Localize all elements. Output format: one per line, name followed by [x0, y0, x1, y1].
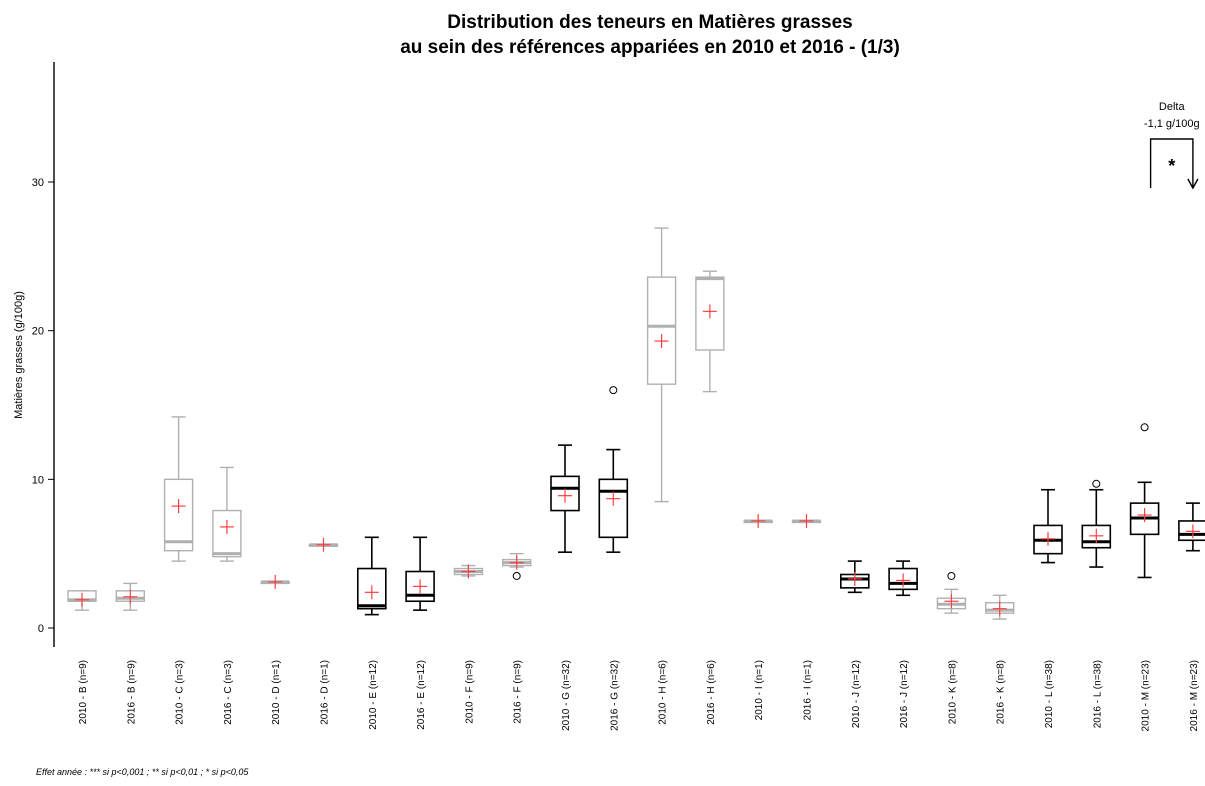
box-1 — [115, 582, 146, 611]
x-tick-label: 2016 - M (n=23) — [1189, 660, 1200, 731]
y-axis-ticks: 0 10 20 30 — [32, 177, 54, 635]
y-axis-label: Matières grasses (g/100g) — [13, 291, 25, 419]
box-13 — [695, 270, 725, 393]
box-3 — [212, 466, 242, 562]
box-iqr — [163, 478, 194, 552]
box-18 — [936, 571, 967, 614]
box-group — [67, 227, 1205, 620]
outlier-point — [947, 571, 956, 580]
outlier-point — [609, 386, 618, 395]
x-tick-label: 2010 - B (n=9) — [78, 660, 89, 724]
x-tick-label: 2010 - I (n=1) — [754, 660, 765, 720]
box-iqr — [356, 567, 387, 610]
box-6 — [356, 536, 387, 616]
x-tick-label: 2010 - C (n=3) — [175, 660, 186, 725]
x-tick-label: 2016 - H (n=6) — [706, 660, 717, 725]
delta-bracket — [1149, 138, 1194, 188]
box-9 — [502, 552, 532, 580]
x-tick-label: 2016 - E (n=12) — [416, 660, 427, 730]
x-tick-label: 2010 - M (n=23) — [1141, 660, 1152, 731]
box-21 — [1081, 479, 1112, 568]
box-7 — [405, 536, 435, 611]
x-tick-label: 2010 - G (n=32) — [561, 660, 572, 731]
arrow-down-icon — [1187, 178, 1199, 190]
x-tick-label: 2016 - K (n=8) — [996, 660, 1007, 724]
box-23 — [1178, 502, 1205, 552]
x-tick-label: 2016 - B (n=9) — [126, 660, 137, 724]
box-15 — [791, 513, 822, 528]
box-iqr — [1178, 520, 1205, 542]
footnote: Effet année : *** si p<0,001 ; ** si p<0… — [36, 767, 249, 777]
x-tick-label: 2010 - D (n=1) — [271, 660, 282, 725]
x-tick-label: 2016 - I (n=1) — [803, 660, 814, 720]
box-10 — [550, 444, 580, 553]
box-22 — [1129, 423, 1160, 579]
significance-marker: * — [1168, 156, 1175, 176]
chart-title-line-1: Distribution des teneurs en Matières gra… — [447, 12, 852, 33]
y-tick-label: 0 — [38, 623, 44, 635]
y-tick-label: 30 — [32, 177, 44, 189]
delta-label: Delta — [1159, 101, 1186, 113]
box-0 — [67, 590, 97, 611]
x-tick-label: 2010 - F (n=9) — [464, 660, 475, 724]
box-iqr — [646, 276, 677, 385]
box-17 — [888, 560, 918, 597]
x-tick-label: 2010 - E (n=12) — [368, 660, 379, 730]
annotation-group: Delta -1,1 g/100g * — [1144, 101, 1200, 190]
box-12 — [646, 227, 677, 503]
box-4 — [260, 574, 290, 589]
x-tick-label: 2016 - J (n=12) — [899, 660, 910, 728]
box-iqr — [598, 478, 629, 539]
box-14 — [743, 513, 773, 528]
x-axis-labels: 2010 - B (n=9) 2016 - B (n=9) 2010 - C (n=… — [78, 660, 1200, 731]
delta-value: -1,1 g/100g — [1144, 118, 1200, 130]
x-tick-label: 2016 - F (n=9) — [513, 660, 524, 724]
box-5 — [308, 537, 339, 552]
y-tick-label: 20 — [32, 326, 44, 338]
x-tick-label: 2010 - K (n=8) — [947, 660, 958, 724]
x-tick-label: 2016 - G (n=32) — [609, 660, 620, 731]
box-19 — [985, 594, 1015, 620]
chart-title-line-2: au sein des références appariées en 2010… — [400, 37, 900, 58]
x-tick-label: 2010 - L (n=38) — [1044, 660, 1055, 728]
outlier-point — [1140, 423, 1149, 432]
x-tick-label: 2016 - L (n=38) — [1092, 660, 1103, 728]
x-tick-label: 2016 - C (n=3) — [223, 660, 234, 725]
x-tick-label: 2010 - J (n=12) — [851, 660, 862, 728]
outlier-point — [1092, 479, 1101, 488]
box-20 — [1033, 488, 1063, 564]
box-2 — [163, 416, 194, 562]
y-tick-label: 10 — [32, 474, 44, 486]
x-tick-label: 2016 - D (n=1) — [320, 660, 331, 725]
outlier-point — [512, 571, 521, 580]
box-16 — [839, 560, 870, 594]
x-tick-label: 2010 - H (n=6) — [658, 660, 669, 725]
box-11 — [598, 386, 629, 553]
box-8 — [453, 564, 484, 579]
